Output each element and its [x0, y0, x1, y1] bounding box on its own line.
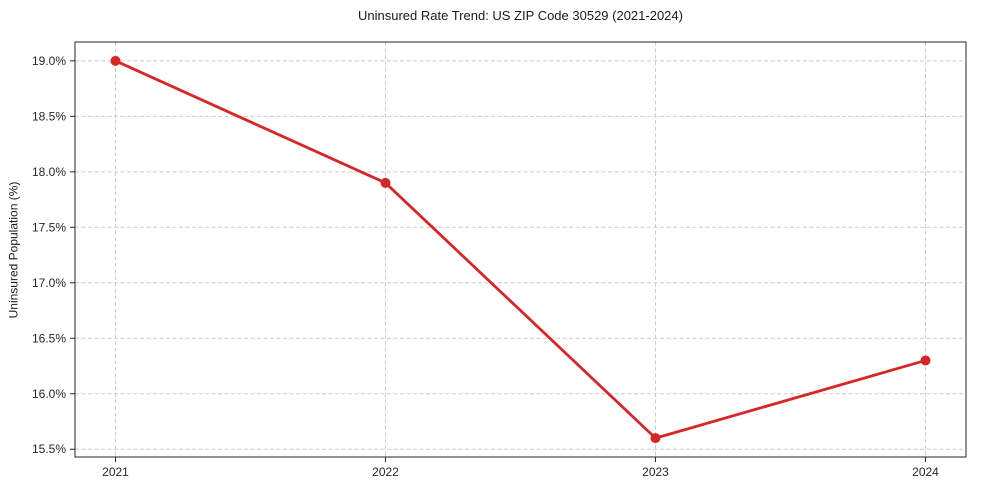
- x-tick-label: 2022: [372, 465, 399, 479]
- x-tick-label: 2023: [642, 465, 669, 479]
- y-tick-label: 16.0%: [32, 387, 66, 401]
- y-tick-label: 19.0%: [32, 54, 66, 68]
- y-tick-label: 18.0%: [32, 165, 66, 179]
- y-tick-label: 17.5%: [32, 220, 66, 234]
- data-point-marker: [110, 55, 121, 66]
- y-tick-label: 17.0%: [32, 276, 66, 290]
- data-point-marker: [650, 433, 661, 444]
- x-tick-label: 2021: [102, 465, 129, 479]
- y-tick-label: 15.5%: [32, 442, 66, 456]
- plot-border: [74, 41, 967, 458]
- x-tick-label: 2024: [912, 465, 939, 479]
- y-tick-label: 16.5%: [32, 331, 66, 345]
- y-tick-label: 18.5%: [32, 109, 66, 123]
- data-point-marker: [920, 355, 931, 366]
- data-point-marker: [380, 177, 391, 188]
- trend-line: [114, 59, 927, 440]
- chart-title: Uninsured Rate Trend: US ZIP Code 30529 …: [358, 8, 683, 23]
